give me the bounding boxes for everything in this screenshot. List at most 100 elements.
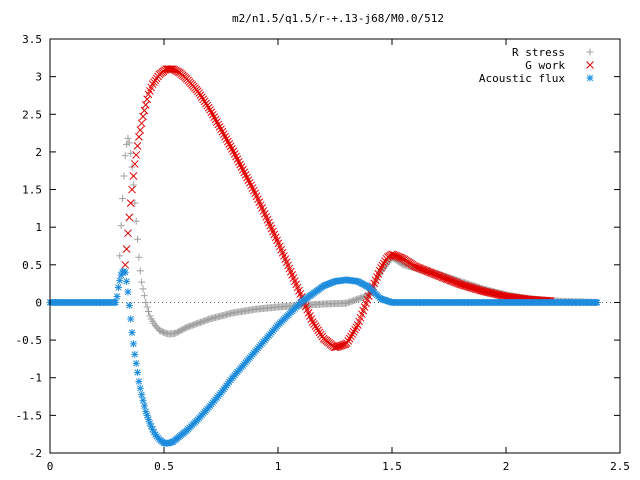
data-point [129, 340, 137, 348]
data-point [117, 222, 125, 230]
data-point [422, 266, 431, 275]
data-point [167, 65, 176, 73]
data-point [119, 195, 127, 203]
data-point [440, 274, 448, 282]
data-point [345, 334, 354, 343]
data-point [124, 134, 132, 142]
data-point [211, 115, 220, 124]
data-point [202, 99, 210, 108]
data-point [128, 185, 136, 194]
data-point [393, 252, 402, 261]
data-point [128, 329, 136, 337]
data-point [121, 152, 129, 160]
data-point [436, 272, 444, 281]
data-point [129, 181, 137, 189]
data-point [132, 359, 140, 367]
data-point [394, 253, 403, 261]
series-r-stress [114, 134, 601, 338]
x-tick-label: 2 [503, 460, 510, 473]
data-point [138, 278, 146, 286]
data-point [197, 93, 206, 102]
data-point [127, 315, 135, 323]
legend-label: G work [525, 59, 565, 72]
data-point [204, 103, 213, 112]
data-point [133, 142, 142, 150]
data-point [379, 259, 388, 268]
data-point [228, 144, 236, 153]
data-point [377, 263, 385, 272]
data-point [452, 278, 461, 287]
data-point [127, 149, 135, 157]
data-point [139, 285, 147, 293]
data-point [311, 322, 320, 330]
data-point [419, 265, 428, 274]
data-point [310, 320, 318, 328]
data-point [420, 266, 429, 275]
data-point [425, 268, 433, 276]
data-point [132, 151, 141, 159]
data-point [125, 213, 134, 222]
data-point [144, 307, 152, 315]
data-point [123, 277, 131, 285]
data-point [210, 113, 219, 121]
data-point [453, 279, 462, 288]
data-point [142, 298, 150, 306]
data-point [138, 391, 146, 399]
data-point [222, 135, 231, 143]
data-point [196, 91, 205, 100]
data-point [332, 343, 340, 352]
data-point [124, 229, 132, 238]
data-point [219, 130, 228, 139]
data-point [444, 275, 452, 284]
data-point [136, 126, 145, 134]
data-point [429, 269, 437, 278]
data-point [416, 264, 425, 273]
data-point [390, 251, 399, 260]
y-tick-label: 0 [35, 296, 42, 309]
data-point [396, 253, 405, 262]
plot-frame [49, 38, 621, 454]
data-point [132, 217, 140, 225]
x-tick-label: 1 [275, 460, 282, 473]
data-point [448, 277, 457, 285]
data-point [344, 336, 353, 345]
data-point [143, 95, 151, 104]
x-tick-label: 0.5 [154, 460, 174, 473]
x-tick-label: 2.5 [610, 460, 630, 473]
data-point [207, 108, 216, 117]
data-point [141, 101, 150, 109]
data-point [120, 172, 128, 180]
data-point [121, 260, 130, 269]
data-point [442, 275, 451, 283]
data-point [438, 273, 447, 282]
data-point [116, 277, 124, 285]
data-point [449, 277, 458, 286]
data-point [347, 332, 355, 341]
data-point [131, 199, 139, 207]
y-tick-label: -1 [29, 372, 42, 385]
data-point [333, 343, 342, 351]
data-point [146, 419, 154, 427]
data-point [208, 110, 217, 119]
data-point [415, 264, 424, 272]
data-point [314, 326, 322, 335]
data-point [113, 292, 121, 300]
data-point [455, 279, 463, 288]
data-point [389, 250, 398, 259]
series-acoustic-flux [46, 267, 601, 447]
data-point [125, 139, 133, 147]
data-point [423, 267, 432, 276]
x-tick-label: 1.5 [382, 460, 402, 473]
data-point [338, 341, 347, 349]
data-point [348, 330, 357, 338]
data-point [414, 263, 422, 272]
data-point [140, 292, 148, 300]
x-tick-label: 0 [47, 460, 54, 473]
data-point [352, 323, 361, 332]
y-tick-label: 0.5 [22, 259, 42, 272]
y-tick-label: 3.5 [22, 33, 42, 46]
data-point [433, 271, 441, 280]
data-point [114, 283, 122, 291]
data-point [135, 377, 143, 385]
legend-label: Acoustic flux [479, 72, 565, 85]
